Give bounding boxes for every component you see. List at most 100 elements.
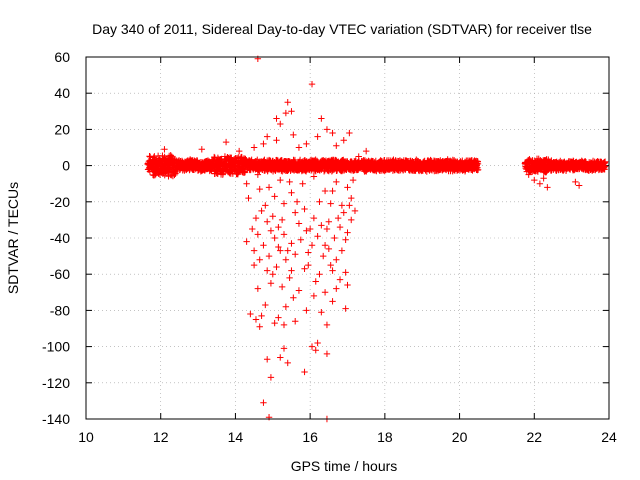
data-point: [316, 271, 323, 278]
data-point: [263, 267, 271, 274]
data-point: [349, 176, 357, 184]
data-point: [267, 227, 275, 234]
data-point: [275, 314, 282, 321]
data-point: [336, 276, 344, 283]
data-point: [333, 285, 340, 292]
x-tick-label: 18: [377, 429, 393, 445]
data-point: [297, 236, 305, 244]
data-point: [271, 319, 278, 327]
chart-title: Day 340 of 2011, Sidereal Day-to-day VTE…: [92, 21, 592, 37]
data-point: [362, 147, 370, 155]
data-point: [310, 214, 318, 222]
data-point: [344, 281, 351, 289]
data-point: [314, 133, 321, 140]
data-point: [342, 236, 349, 244]
data-point: [310, 173, 318, 180]
data-point: [303, 140, 310, 148]
data-point: [249, 225, 256, 233]
data-point: [346, 129, 353, 137]
data-point: [256, 185, 263, 193]
data-point: [312, 347, 319, 354]
data-point: [269, 213, 276, 220]
data-point: [262, 202, 269, 209]
data-point: [333, 142, 340, 149]
data-point: [254, 171, 262, 178]
data-point: [340, 209, 347, 216]
data-point: [286, 178, 293, 186]
data-point: [303, 227, 310, 234]
data-point: [575, 182, 583, 189]
data-point: [327, 200, 334, 207]
data-point: [278, 216, 286, 224]
data-point: [299, 180, 306, 187]
data-point: [280, 345, 288, 352]
band-point: [601, 158, 609, 165]
data-point: [338, 247, 346, 254]
data-point: [321, 289, 329, 296]
data-point: [351, 207, 359, 215]
x-tick-label: 14: [228, 429, 244, 445]
data-point: [308, 242, 316, 249]
y-tick-label: 40: [54, 85, 70, 101]
band-point: [474, 160, 482, 168]
data-point: [525, 171, 532, 178]
data-point: [258, 312, 265, 320]
data-point: [284, 99, 291, 106]
data-point: [331, 234, 338, 242]
data-point: [329, 267, 336, 274]
data-point: [286, 274, 293, 282]
data-point: [321, 187, 329, 195]
data-point: [301, 205, 308, 213]
data-point: [293, 198, 301, 205]
data-point: [235, 147, 243, 155]
data-point: [340, 137, 347, 144]
data-point: [263, 133, 271, 140]
data-point: [284, 247, 291, 254]
data-point: [531, 176, 538, 184]
data-point: [323, 321, 331, 329]
data-point: [306, 225, 314, 233]
data-point: [346, 202, 353, 209]
plot-frame: [85, 56, 610, 420]
data-point: [329, 298, 336, 305]
data-point: [284, 359, 291, 367]
x-tick-label: 10: [78, 429, 94, 445]
data-point: [323, 225, 331, 233]
band-point: [210, 153, 218, 161]
data-point: [344, 184, 351, 191]
data-point: [280, 321, 288, 329]
data-point: [308, 343, 316, 350]
data-point: [273, 263, 280, 271]
data-point: [312, 278, 319, 285]
data-point-layer: [161, 55, 583, 423]
data-point: [290, 131, 297, 139]
y-axis-label: SDTVAR / TECUs: [5, 182, 21, 294]
data-point: [544, 184, 551, 191]
grid-layer: [86, 57, 609, 419]
data-point: [310, 292, 318, 300]
y-tick-label: -20: [50, 194, 70, 210]
data-point: [290, 294, 297, 301]
data-point: [323, 350, 331, 358]
data-point: [260, 399, 267, 406]
data-point: [318, 309, 325, 316]
data-point: [277, 120, 284, 128]
data-point: [338, 167, 346, 175]
data-point: [295, 220, 303, 227]
tick-layer: 10 12 14 16 18 20 22 24 -140 -120 -100 -80 -60 -40 -20…: [42, 49, 617, 445]
data-point: [269, 271, 276, 278]
data-point: [273, 137, 280, 144]
data-point: [290, 166, 297, 173]
data-point: [252, 214, 260, 222]
y-tick-label: -80: [50, 302, 70, 318]
band-point: [474, 166, 482, 173]
data-point: [271, 234, 278, 242]
data-point: [314, 232, 321, 240]
data-point: [305, 249, 312, 256]
data-point: [292, 318, 299, 325]
data-point: [540, 175, 547, 182]
data-point: [243, 180, 250, 187]
data-point: [327, 261, 334, 269]
data-point: [325, 245, 333, 253]
